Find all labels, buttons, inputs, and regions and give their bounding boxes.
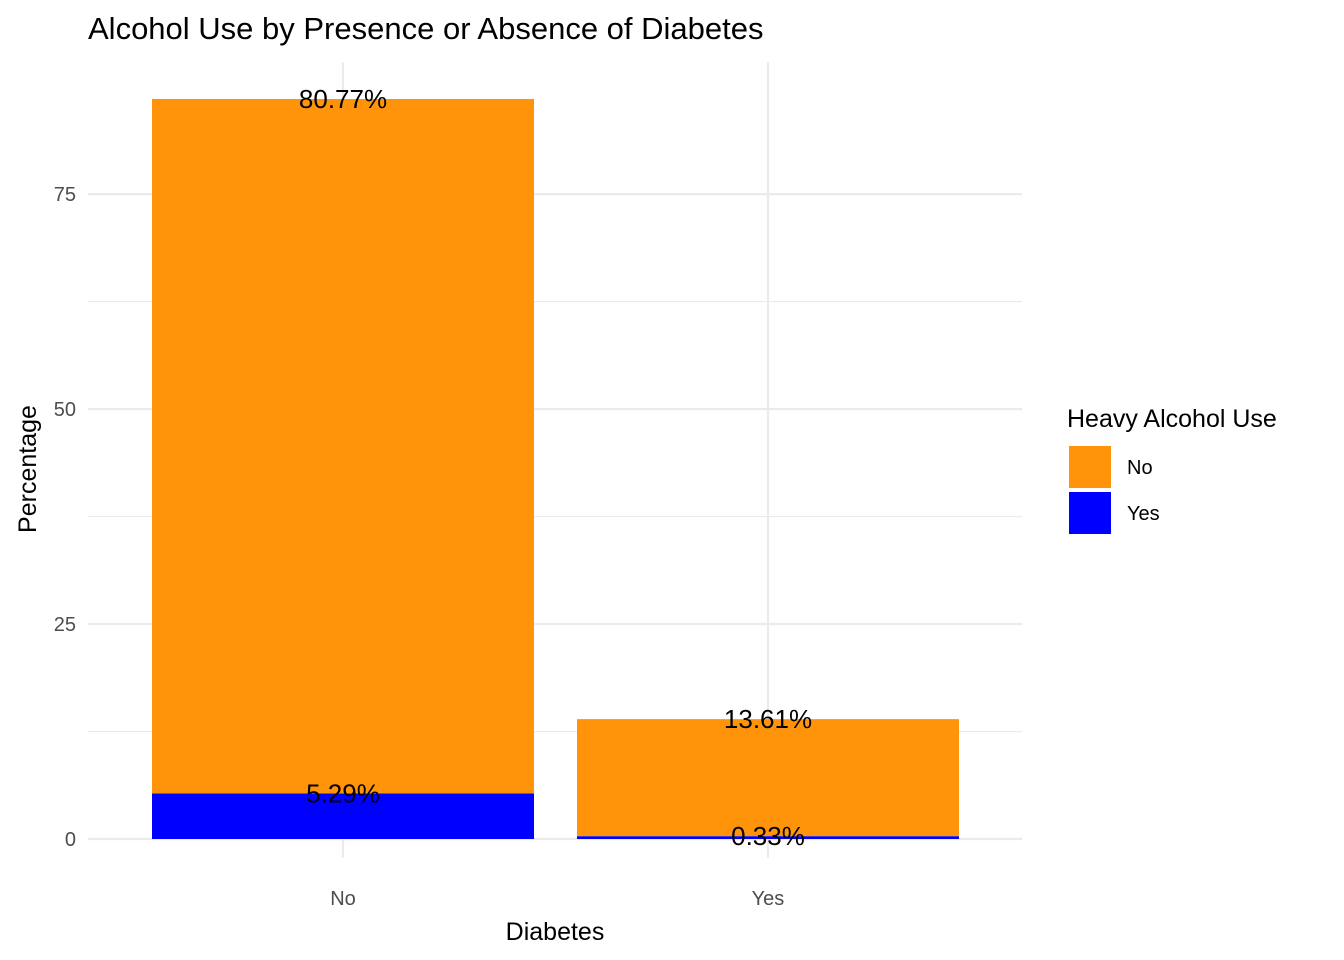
x-axis-title: Diabetes [506,918,605,946]
legend-title: Heavy Alcohol Use [1067,405,1277,433]
data-label-yes-no: 13.61% [724,704,812,734]
x-axis-ticks: No Yes [330,888,784,910]
y-tick-label: 0 [65,829,76,851]
legend: Heavy Alcohol Use No Yes [1067,405,1277,534]
x-tick-label: Yes [752,888,785,910]
y-axis-ticks: 0 25 50 75 [54,184,76,851]
data-label-no-yes: 5.29% [306,779,380,809]
bar-no-no [152,99,534,794]
legend-label-no: No [1127,457,1153,479]
y-tick-label: 25 [54,614,76,636]
bar-yes-no [577,719,959,837]
data-labels: 5.29% 80.77% 0.33% 13.61% [299,84,812,851]
y-tick-label: 50 [54,399,76,421]
data-label-yes-yes: 0.33% [731,821,805,851]
data-label-no-no: 80.77% [299,84,387,114]
y-axis-title: Percentage [14,405,42,533]
legend-key-no [1069,446,1111,488]
chart-title: Alcohol Use by Presence or Absence of Di… [88,11,764,46]
bar-no-yes [152,793,534,839]
bars [152,99,959,839]
legend-label-yes: Yes [1127,503,1160,525]
legend-key-yes [1069,492,1111,534]
y-tick-label: 75 [54,184,76,206]
bar-yes-yes [577,836,959,839]
x-tick-label: No [330,888,356,910]
